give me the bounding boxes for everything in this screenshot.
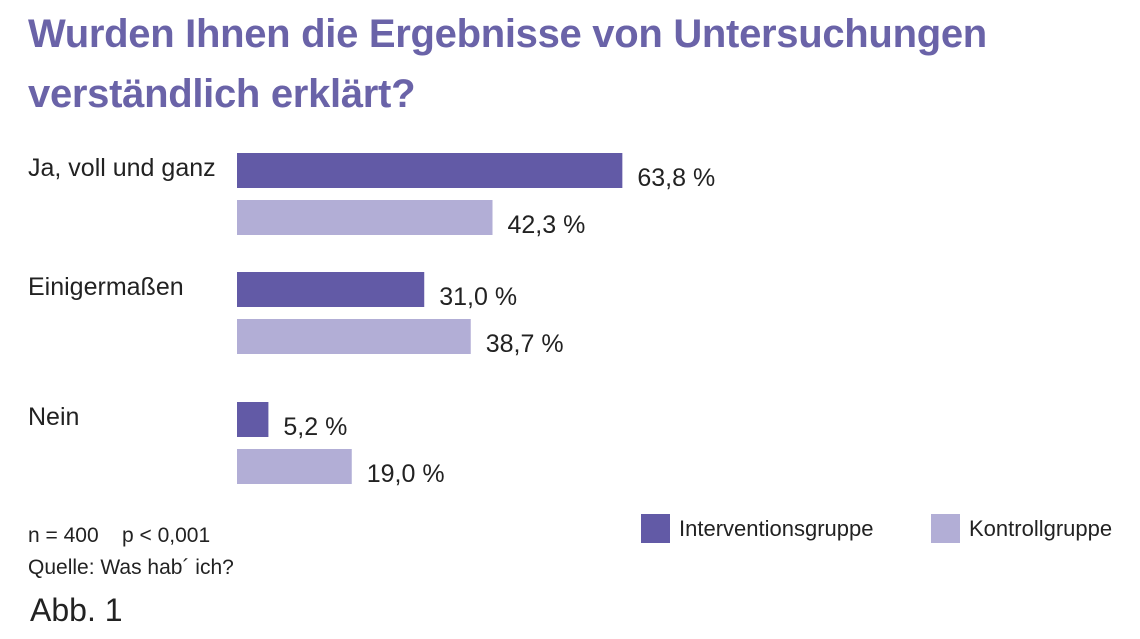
value-label-intervention: 5,2 % [283, 413, 347, 441]
bar-control [237, 319, 471, 354]
bar-intervention [237, 272, 425, 307]
sample-stats: n = 400 p < 0,001 [28, 524, 211, 547]
legend-item-intervention: Interventionsgruppe [641, 514, 873, 543]
bar-chart: Ja, voll und ganz 63,8 % 42,3 % Einigermaße… [28, 153, 715, 488]
bar-intervention [237, 402, 269, 437]
legend-swatch-intervention [641, 514, 670, 543]
value-label-control: 19,0 % [367, 460, 445, 488]
value-label-intervention: 31,0 % [439, 283, 517, 311]
source-note: Quelle: Was hab´ ich? [28, 556, 234, 579]
category-label: Ja, voll und ganz [28, 154, 216, 182]
legend-label-intervention: Interventionsgruppe [679, 515, 874, 541]
bar-control [237, 449, 352, 484]
figure-label: Abb. 1 [30, 592, 123, 628]
category-label: Einigermaßen [28, 273, 184, 301]
value-label-control: 42,3 % [507, 211, 585, 239]
legend-item-control: Kontrollgruppe [931, 514, 1112, 543]
bar-intervention [237, 153, 623, 188]
value-label-intervention: 63,8 % [637, 164, 715, 192]
legend-swatch-control [931, 514, 960, 543]
category-label: Nein [28, 403, 79, 431]
chart-title: Wurden Ihnen die Ergebnisse von Untersuc… [28, 12, 987, 116]
bar-control [237, 200, 493, 235]
value-label-control: 38,7 % [486, 330, 564, 358]
legend-label-control: Kontrollgruppe [969, 515, 1113, 541]
